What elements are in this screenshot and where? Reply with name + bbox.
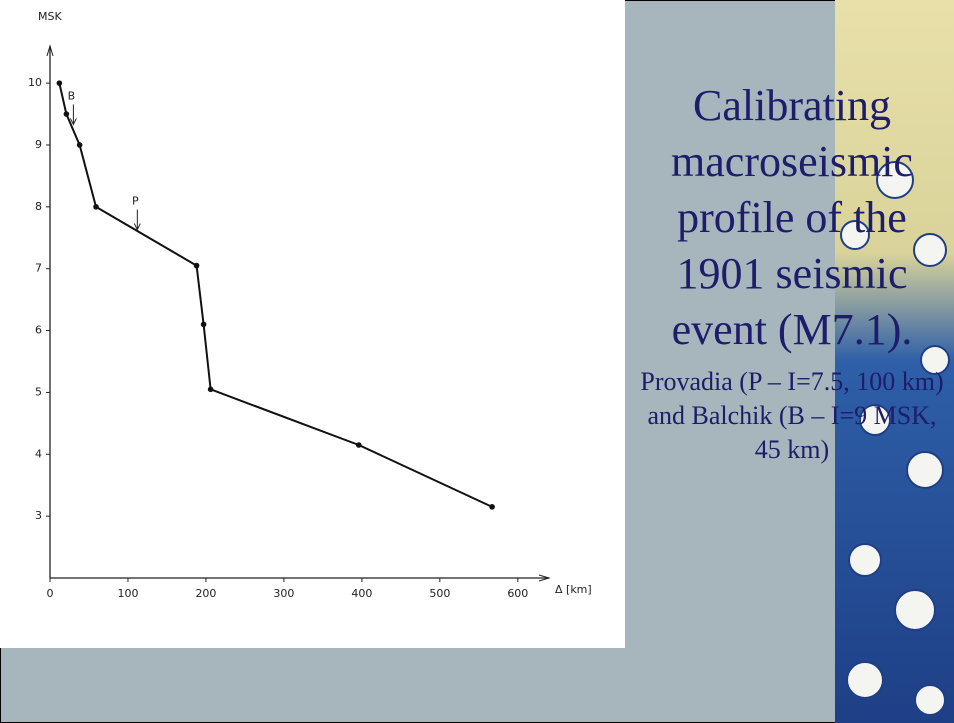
x-tick-label: 600 — [507, 587, 528, 600]
chart-background — [0, 0, 625, 648]
data-point — [207, 386, 214, 393]
annotation-label: P — [132, 195, 139, 208]
data-point — [56, 80, 63, 86]
y-tick-label: 10 — [28, 76, 42, 89]
x-tick-label: 300 — [273, 587, 294, 600]
y-tick-label: 8 — [35, 200, 42, 213]
y-tick-label: 3 — [35, 509, 42, 522]
x-axis-label: Δ [km] — [555, 583, 592, 596]
annotation-arrowhead — [69, 118, 77, 126]
annotation-arrowhead — [133, 223, 141, 231]
data-point — [200, 321, 207, 328]
y-axis-label: MSK — [38, 10, 62, 23]
data-point — [93, 204, 99, 210]
data-point — [489, 504, 495, 510]
x-tick-label: 200 — [195, 587, 216, 600]
x-tick-label: 0 — [47, 587, 54, 600]
data-point — [76, 142, 83, 148]
data-point — [193, 262, 200, 269]
y-axis-arrow — [46, 44, 54, 57]
y-tick-label: 4 — [35, 447, 42, 460]
wave-decoration — [835, 0, 954, 723]
y-tick-label: 7 — [35, 262, 42, 275]
x-axis-arrow — [538, 574, 551, 582]
y-tick-label: 5 — [35, 385, 42, 398]
y-tick-label: 6 — [35, 324, 42, 337]
x-tick-label: 400 — [351, 587, 372, 600]
y-tick-label: 9 — [35, 138, 42, 151]
slide-title: Calibrating macroseismic profile of the … — [671, 81, 913, 354]
data-point — [63, 111, 70, 117]
x-tick-label: 100 — [117, 587, 138, 600]
slide-subtitle: Provadia (P – I=7.5, 100 km) and Balchik… — [640, 367, 944, 464]
data-point — [355, 442, 362, 448]
annotation-label: B — [68, 89, 76, 102]
x-tick-label: 500 — [429, 587, 450, 600]
